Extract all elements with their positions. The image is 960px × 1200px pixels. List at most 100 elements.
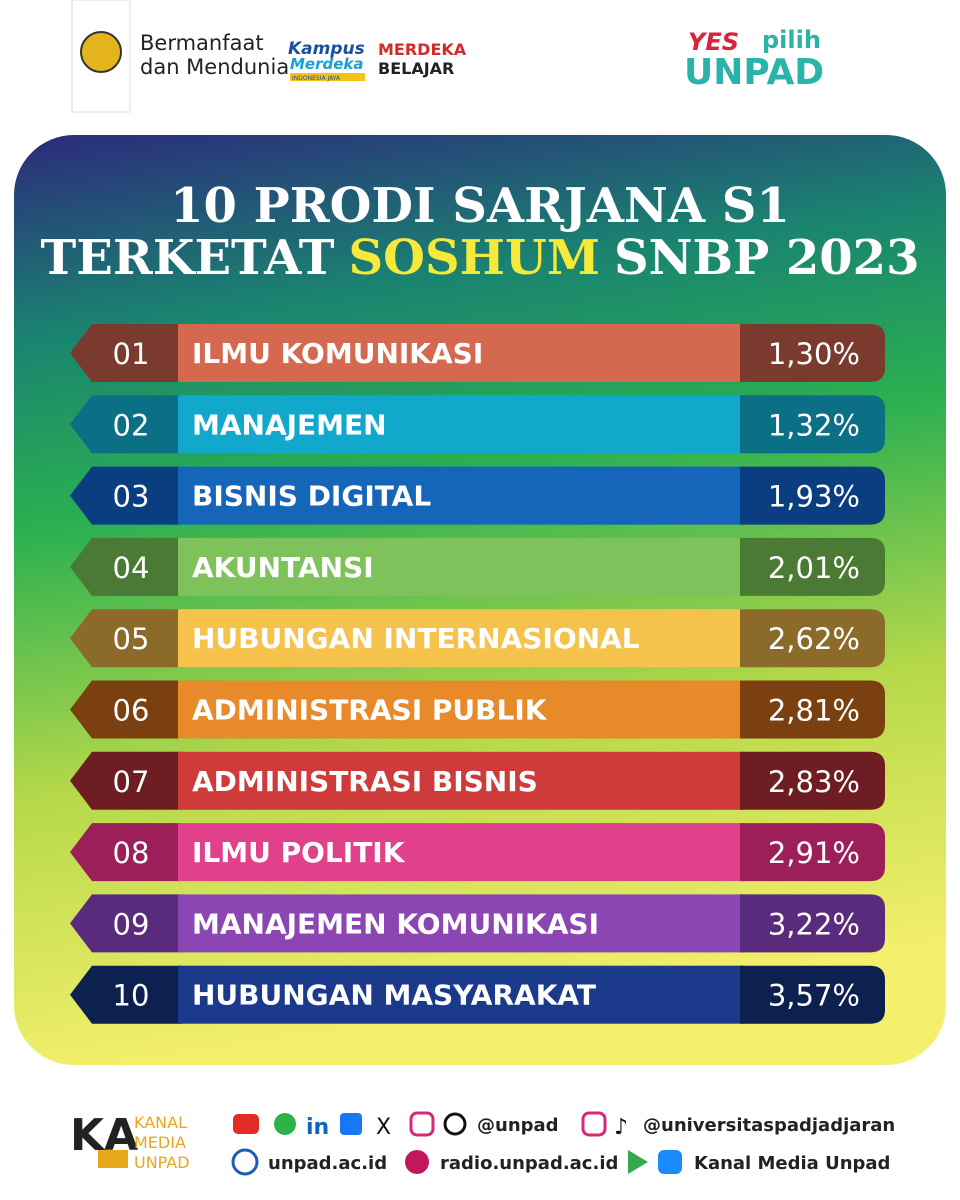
name-band (178, 537, 744, 596)
percentage: 2,91% (768, 836, 860, 870)
kampus-logo: INDONESIA JAYA (292, 75, 341, 82)
icon: in (306, 1115, 329, 1140)
name-band (178, 324, 744, 382)
name-band (178, 751, 744, 810)
logo-mark (98, 1150, 128, 1168)
rank: 05 (113, 622, 150, 656)
kanal-logo: KANAL (134, 1113, 187, 1132)
kampus-bar (290, 73, 365, 81)
percent-tab (740, 894, 885, 953)
icon (409, 1111, 435, 1137)
name-band (178, 823, 744, 882)
title-part: TERKETAT (41, 230, 335, 286)
rank-tab (70, 965, 182, 1024)
icon: ♪ (614, 1115, 628, 1140)
merdeka-logo: BELAJAR (378, 59, 454, 78)
rank: 08 (113, 836, 150, 870)
rank: 02 (113, 408, 150, 442)
percentage: 1,93% (768, 480, 860, 514)
kanal-logo: UNPAD (134, 1153, 190, 1172)
website: radio.unpad.ac.id (440, 1153, 618, 1174)
program-name: ILMU POLITIK (192, 836, 406, 869)
name-band (178, 894, 744, 953)
handle: @unpad (477, 1115, 559, 1136)
percentage: 2,01% (768, 551, 860, 585)
kampus-logo: Kampus (288, 39, 365, 59)
website: unpad.ac.id (268, 1153, 387, 1174)
kampus-logo: Merdeka (290, 55, 364, 73)
footer: KA KANAL MEDIA UNPAD in X @unpad ♪ @univ… (70, 1110, 895, 1176)
handle: @universitaspadjadjaran (643, 1115, 895, 1136)
name-band (178, 466, 744, 525)
icon (581, 1111, 607, 1137)
rank-tab (70, 823, 182, 882)
name-band (178, 609, 744, 668)
icon (658, 1150, 682, 1174)
title-highlight: SOSHUM (348, 230, 599, 286)
unpad-logo: UNPAD (684, 52, 824, 93)
percentage: 3,22% (768, 907, 860, 941)
rank-tab (70, 537, 182, 596)
rank-tab (70, 751, 182, 810)
title: 10 PRODI SARJANA S1 (170, 178, 790, 234)
percentage: 2,62% (768, 622, 860, 656)
program-name: BISNIS DIGITAL (192, 480, 431, 513)
kanal-logo: MEDIA (134, 1133, 186, 1152)
icon (443, 1112, 467, 1136)
rank: 06 (113, 694, 150, 728)
rank: 04 (113, 551, 150, 585)
percent-tab (740, 395, 885, 454)
rank: 07 (113, 765, 150, 799)
percent-tab (740, 466, 885, 525)
percentage: 2,81% (768, 694, 860, 728)
percent-tab (740, 324, 885, 382)
percentage: 1,30% (768, 337, 860, 371)
rank-tab (70, 324, 182, 382)
program-name: AKUNTANSI (192, 551, 374, 584)
rank-tab (70, 894, 182, 953)
rank-tab (70, 609, 182, 668)
name-band (178, 395, 744, 454)
icon (274, 1113, 296, 1135)
unpad-emblem (80, 31, 122, 73)
icon (628, 1150, 648, 1174)
tagline: Bermanfaat (140, 31, 264, 55)
percentage: 2,83% (768, 765, 860, 799)
rank: 09 (113, 907, 150, 941)
percent-tab (740, 680, 885, 739)
icon (340, 1113, 362, 1135)
program-name: ADMINISTRASI PUBLIK (192, 694, 548, 727)
app-name: Kanal Media Unpad (694, 1153, 890, 1174)
program-name: HUBUNGAN INTERNASIONAL (192, 622, 640, 655)
percentage: 3,57% (768, 979, 860, 1013)
icon (231, 1148, 259, 1176)
program-name: MANAJEMEN (192, 408, 387, 441)
icon (233, 1114, 259, 1134)
rank: 10 (113, 979, 150, 1013)
percent-tab (740, 537, 885, 596)
pilih-logo: pilih (762, 26, 821, 54)
rank: 01 (113, 337, 150, 371)
yes-logo: YES (688, 28, 739, 56)
percent-tab (740, 823, 885, 882)
program-name: ADMINISTRASI BISNIS (192, 765, 538, 798)
rank-tab (70, 680, 182, 739)
header: Bermanfaat dan Mendunia Kampus Merdeka I… (71, 0, 824, 113)
icon (405, 1150, 429, 1174)
program-name: HUBUNGAN MASYARAKAT (192, 979, 596, 1012)
tagline: dan Mendunia (140, 55, 289, 79)
name-band (178, 680, 744, 739)
percent-tab (740, 609, 885, 668)
title: TERKETAT SOSHUM SNBP 2023 (41, 230, 920, 286)
percent-tab (740, 751, 885, 810)
title-part: SNBP 2023 (614, 230, 920, 286)
program-name: ILMU KOMUNIKASI (192, 337, 483, 370)
program-name: MANAJEMEN KOMUNIKASI (192, 907, 599, 940)
icon: X (376, 1115, 391, 1140)
percentage: 1,32% (768, 408, 860, 442)
merdeka-logo: MERDEKA (378, 40, 467, 59)
percent-tab (740, 965, 885, 1024)
name-band (178, 965, 744, 1024)
ranking-list: 01 ILMU KOMUNIKASI 1,30% 02 MANAJEMEN 1,32% 03… (70, 324, 885, 1024)
rank-tab (70, 395, 182, 454)
